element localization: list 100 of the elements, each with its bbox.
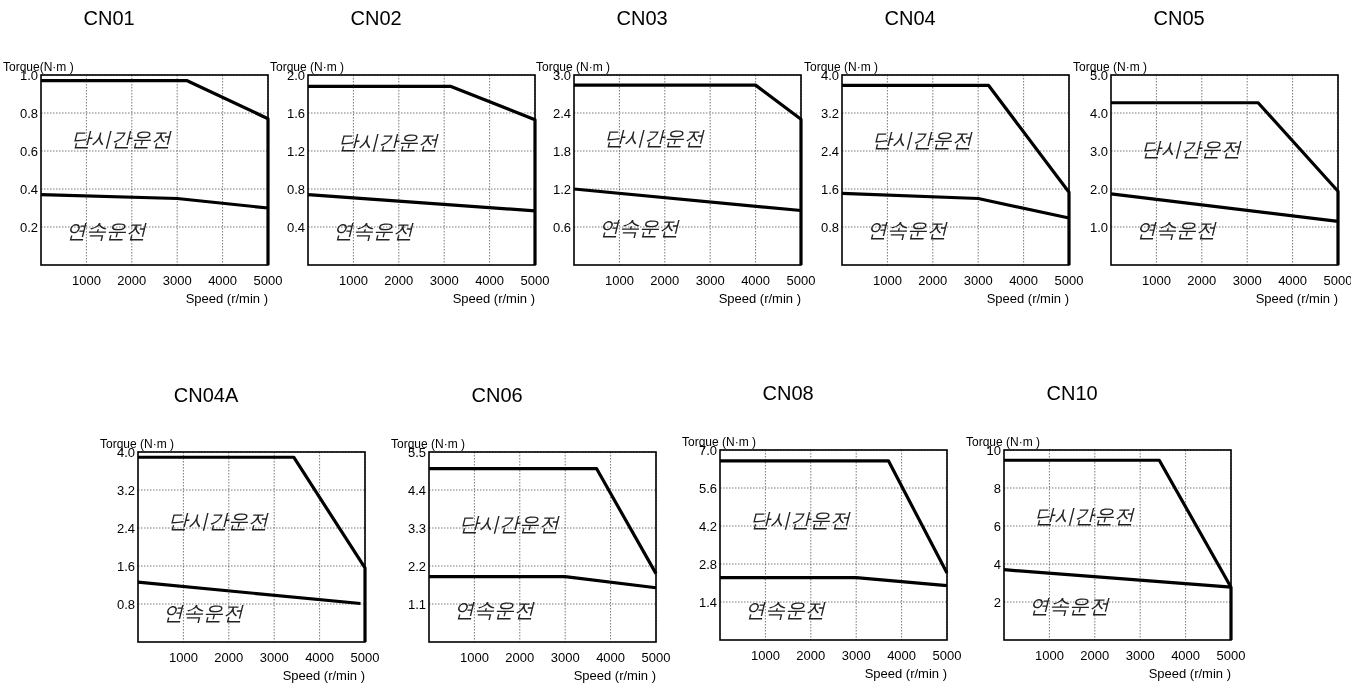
x-tick-label: 2000 <box>650 273 680 288</box>
annotation: 단시간운전 <box>749 508 851 533</box>
x-tick-label: 3000 <box>162 273 192 288</box>
annotation: 연속운전 <box>65 218 147 243</box>
y-tick-label: 0.8 <box>116 597 135 612</box>
x-tick-label: 1000 <box>1034 648 1064 663</box>
chart-title: CN03 <box>616 7 668 29</box>
x-tick-label: 4000 <box>1009 273 1039 288</box>
x-tick-label: 5000 <box>253 273 283 288</box>
x-axis-title: Speed (r/min ) <box>986 291 1069 306</box>
y-tick-label: 2 <box>993 595 1001 610</box>
annotation: 단시간운전 <box>70 126 172 151</box>
y-tick-label: 1.2 <box>552 182 571 197</box>
annotation: 연속운전 <box>332 218 414 243</box>
x-tick-label: 4000 <box>475 273 505 288</box>
chart-title: CN05 <box>1153 7 1205 29</box>
y-tick-label: 2.0 <box>1089 182 1108 197</box>
annotation: 연속운전 <box>866 218 948 243</box>
y-tick-label: 0.2 <box>19 220 38 235</box>
x-tick-label: 5000 <box>520 273 550 288</box>
y-tick-label: 1.8 <box>552 144 571 159</box>
x-tick-label: 4000 <box>741 273 771 288</box>
x-tick-label: 3000 <box>550 650 580 665</box>
y-tick-label: 4 <box>993 557 1001 572</box>
chart-title: CN06 <box>471 384 523 406</box>
x-tick-label: 3000 <box>1125 648 1155 663</box>
y-tick-label: 1.6 <box>286 106 305 121</box>
x-axis-title: Speed (r/min ) <box>864 666 947 681</box>
y-tick-label: 3.2 <box>116 483 135 498</box>
y-tick-label: 0.8 <box>19 106 38 121</box>
x-axis-title: Speed (r/min ) <box>573 668 656 683</box>
y-tick-label: 1.6 <box>820 182 839 197</box>
y-tick-label: 2.4 <box>552 106 571 121</box>
y-tick-label: 0.6 <box>19 144 38 159</box>
x-tick-label: 5000 <box>1323 273 1351 288</box>
x-tick-label: 2000 <box>214 650 244 665</box>
x-tick-label: 4000 <box>887 648 917 663</box>
chart-title: CN01 <box>83 7 135 29</box>
x-tick-label: 5000 <box>786 273 816 288</box>
x-axis-title: Speed (r/min ) <box>1255 291 1338 306</box>
x-tick-label: 2000 <box>384 273 414 288</box>
y-tick-label: 2.8 <box>698 557 717 572</box>
y-tick-label: 1.6 <box>116 559 135 574</box>
x-tick-label: 2000 <box>1080 648 1110 663</box>
y-tick-label: 1.1 <box>407 597 426 612</box>
x-tick-label: 1000 <box>459 650 489 665</box>
y-tick-label: 2.2 <box>407 559 426 574</box>
x-tick-label: 1000 <box>872 273 902 288</box>
x-tick-label: 5000 <box>1216 648 1246 663</box>
x-tick-label: 1000 <box>168 650 198 665</box>
x-axis-title: Speed (r/min ) <box>1148 666 1231 681</box>
annotation: 연속운전 <box>598 216 680 240</box>
x-tick-label: 1000 <box>604 273 634 288</box>
y-tick-label: 6 <box>993 519 1001 534</box>
x-tick-label: 4000 <box>1278 273 1308 288</box>
chart-title: CN04A <box>173 384 239 406</box>
y-tick-label: 0.8 <box>820 220 839 235</box>
x-tick-label: 1000 <box>1141 273 1171 288</box>
x-tick-label: 3000 <box>1232 273 1262 288</box>
x-tick-label: 3000 <box>695 273 725 288</box>
x-tick-label: 2000 <box>505 650 535 665</box>
x-axis-title: Speed (r/min ) <box>452 291 535 306</box>
annotation: 단시간운전 <box>871 128 973 153</box>
chart-title: CN10 <box>1046 382 1098 404</box>
x-axis-title: Speed (r/min ) <box>282 668 365 683</box>
y-tick-label: 4.0 <box>1089 106 1108 121</box>
y-tick-label: 5.6 <box>698 481 717 496</box>
y-tick-label: 2.4 <box>116 521 135 536</box>
y-tick-label: 1.4 <box>698 595 717 610</box>
y-tick-label: 0.4 <box>286 220 305 235</box>
y-tick-label: 3.3 <box>407 521 426 536</box>
annotation: 단시간운전 <box>603 126 705 151</box>
x-tick-label: 5000 <box>350 650 380 665</box>
x-tick-label: 3000 <box>963 273 993 288</box>
x-tick-label: 4000 <box>208 273 238 288</box>
y-tick-label: 8 <box>993 481 1001 496</box>
annotation: 연속운전 <box>744 597 826 622</box>
y-tick-label: 2.4 <box>820 144 839 159</box>
chart-title: CN08 <box>762 382 814 404</box>
y-tick-label: 1.2 <box>286 144 305 159</box>
annotation: 단시간운전 <box>337 129 439 154</box>
y-tick-label: 4.4 <box>407 483 426 498</box>
y-tick-label: 0.8 <box>286 182 305 197</box>
x-tick-label: 5000 <box>641 650 671 665</box>
y-tick-label: 4.2 <box>698 519 717 534</box>
x-axis-title: Speed (r/min ) <box>718 291 801 306</box>
x-tick-label: 2000 <box>117 273 147 288</box>
x-tick-label: 4000 <box>1171 648 1201 663</box>
annotation: 단시간운전 <box>1033 503 1135 528</box>
annotation: 연속운전 <box>1028 593 1110 618</box>
annotation: 연속운전 <box>1135 218 1217 243</box>
chart-title: CN04 <box>884 7 936 29</box>
x-tick-label: 5000 <box>1054 273 1084 288</box>
y-tick-label: 3.0 <box>1089 144 1108 159</box>
x-tick-label: 4000 <box>305 650 335 665</box>
x-tick-label: 1000 <box>338 273 368 288</box>
chart-title: CN02 <box>350 7 402 29</box>
y-tick-label: 3.2 <box>820 106 839 121</box>
x-tick-label: 2000 <box>1187 273 1217 288</box>
x-axis-title: Speed (r/min ) <box>185 291 268 306</box>
